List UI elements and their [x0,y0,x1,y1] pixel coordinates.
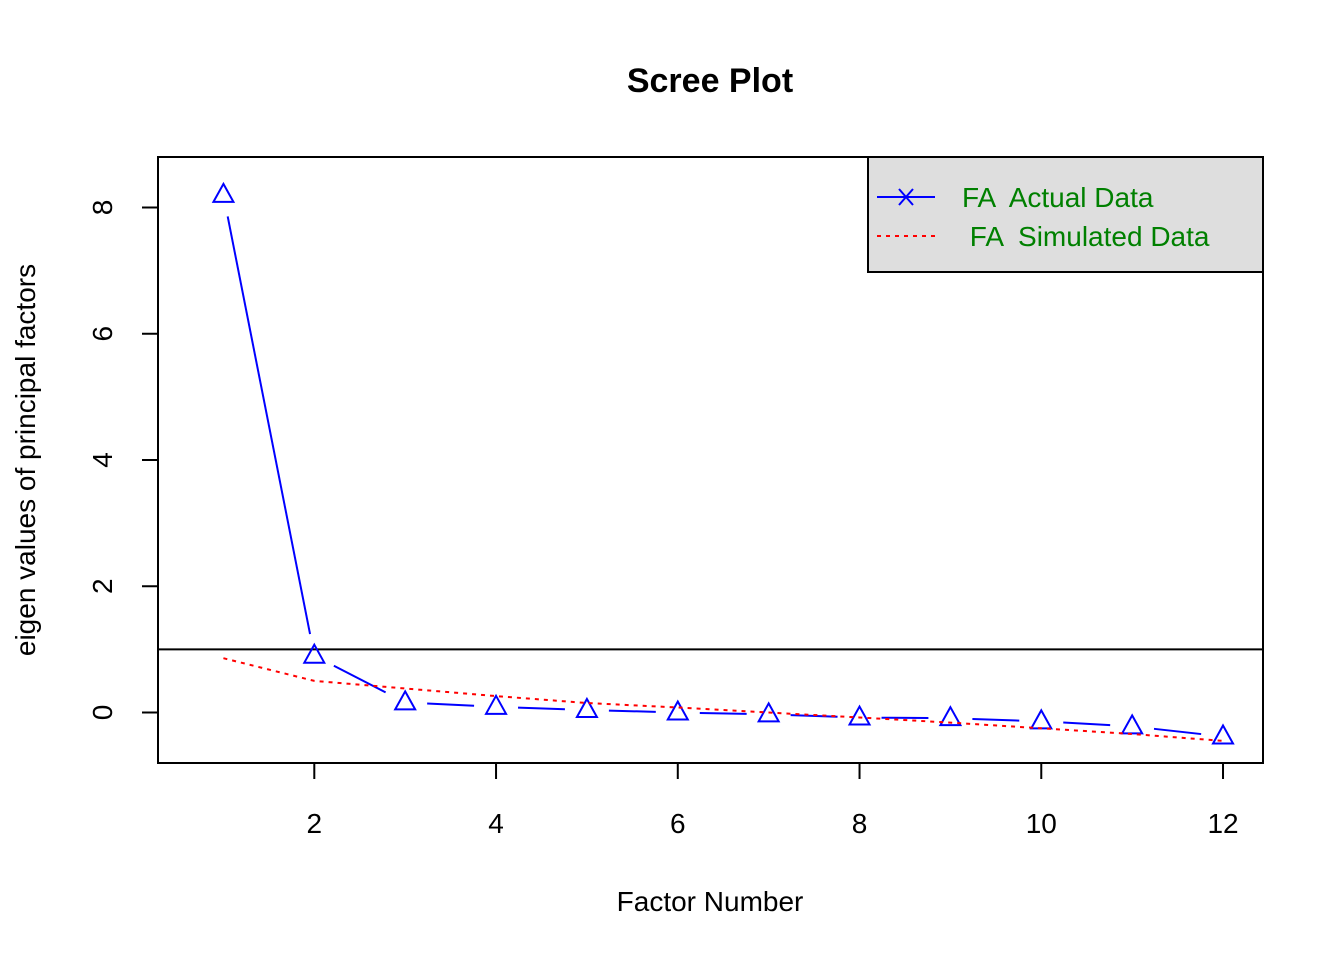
y-axis: 0 2 4 6 8 [87,200,158,721]
data-point [938,705,963,727]
legend: FA Actual Data FA Simulated Data [867,156,1264,273]
data-point [847,704,872,726]
chart-title: Scree Plot [627,62,793,100]
legend-cross-icon [898,188,914,206]
data-point [393,689,417,711]
x-tick-label: 12 [1207,808,1238,839]
data-point [1120,713,1144,735]
x-tick-label: 6 [670,808,686,839]
plot-area [157,156,1264,764]
x-tick-label: 2 [307,808,323,839]
series-segment [972,717,1020,722]
data-point [211,181,236,203]
legend-box [867,156,1264,273]
data-point [756,701,781,723]
series-segment [608,709,656,713]
y-tick-label: 6 [87,326,118,342]
series-segment [333,664,387,694]
data-point [484,693,508,715]
data-point [575,696,599,718]
data-point [1029,708,1053,730]
y-tick-label: 0 [87,705,118,721]
series-segment [699,711,747,715]
series-segment [517,706,565,711]
series-line [223,657,1224,742]
series-segment [427,702,475,707]
x-tick-label: 10 [1026,808,1057,839]
series-2 [223,657,1224,742]
data-point [1211,723,1235,745]
legend-symbol-1 [877,188,935,206]
y-tick-label: 2 [87,578,118,594]
data-point [666,699,690,721]
series-segment [1063,721,1111,727]
x-tick-label: 4 [488,808,504,839]
x-axis: 2 4 6 8 10 12 [307,763,1239,839]
series-segment [226,216,312,635]
series-segment [1153,727,1202,736]
y-tick-label: 4 [87,452,118,468]
x-tick-label: 8 [852,808,868,839]
legend-label-1: FA Actual Data [962,182,1154,213]
y-tick-label: 8 [87,200,118,216]
legend-label-2: FA Simulated Data [962,221,1210,252]
x-axis-label: Factor Number [617,886,804,917]
y-axis-label: eigen values of principal factors [10,264,41,656]
data-point [302,642,326,664]
